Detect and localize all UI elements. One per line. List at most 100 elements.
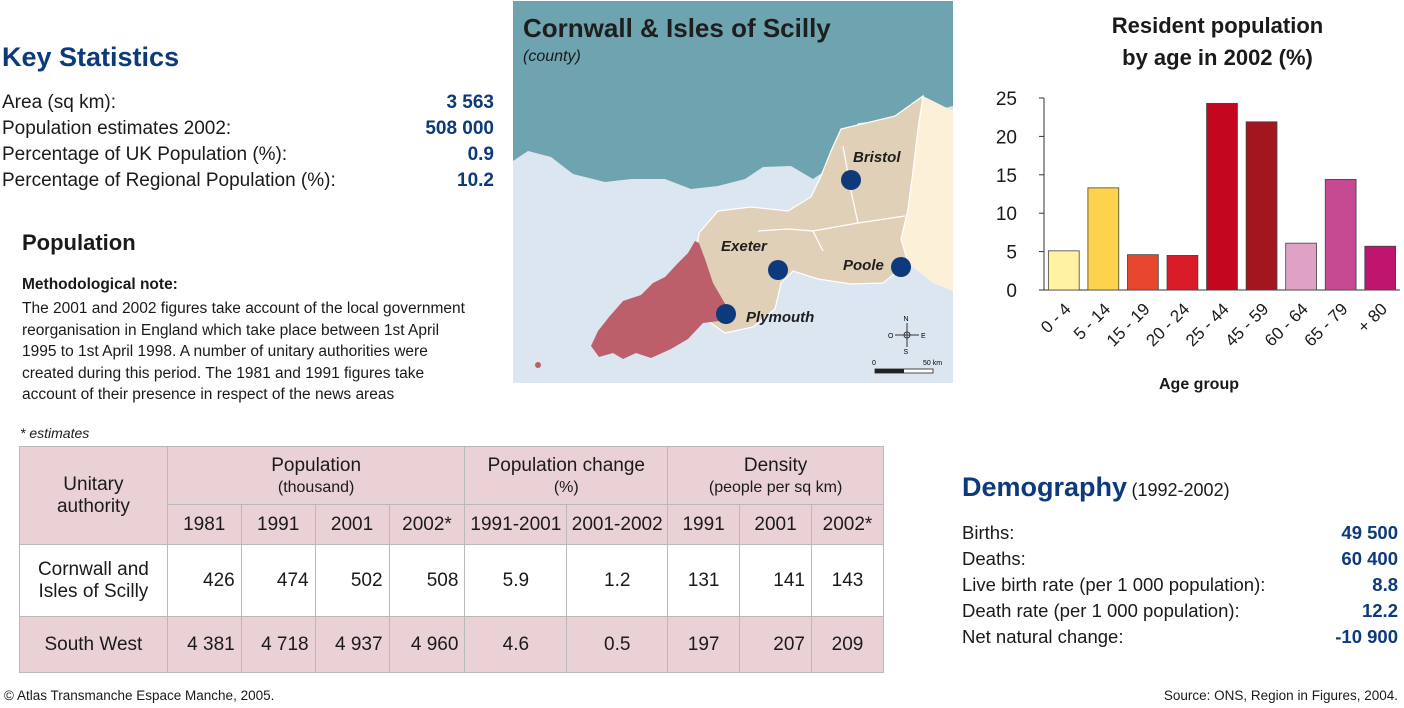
demography-period: (1992-2002) [1131,480,1230,500]
table-cell: 4 718 [240,616,316,673]
subheader-cell: 2002* [388,504,466,545]
table-cell: 4.6 [464,616,568,673]
x-tick-label: 15 - 19 [1103,299,1154,350]
bar [1364,245,1397,291]
y-tick-label: 25 [996,89,1017,110]
x-tick-label: 0 - 4 [1037,299,1074,336]
copyright-note: © Atlas Transmanche Espace Manche, 2005. [4,688,275,703]
methodological-note-text: The 2001 and 2002 figures take account o… [22,298,512,406]
bar [1324,179,1357,291]
demography-heading: Demography (1992-2002) [962,472,1230,503]
key-statistics-list: Area (sq km): 3 563 Population estimates… [2,90,494,194]
table-row: South West 4 381 4 718 4 937 4 960 4.6 0… [19,616,884,673]
stat-value: 60 400 [1341,548,1398,569]
map-graphic: N S E O 0 50 km [513,1,953,374]
x-tick-label: + 80 [1354,299,1391,336]
table-group-header-row: Unitary authority Population (thousand) … [19,446,884,545]
bar [1285,242,1317,291]
city-label-bristol: Bristol [853,149,901,166]
bar [1087,187,1120,291]
note-line: The 2001 and 2002 figures take account o… [22,300,465,317]
note-line: created during this period. The 1981 and… [22,364,425,382]
compass-e: E [921,333,926,340]
chart-title: Resident population by age in 2002 (%) [1030,10,1404,74]
map-title: Cornwall & Isles of Scilly [523,13,831,43]
cornwall-county [591,241,727,359]
subheader-cell: 2001 [314,504,390,545]
compass-n: N [904,316,909,323]
stat-row-area: Area (sq km): 3 563 [2,90,494,116]
population-change-group-header: Population change (%) [464,446,669,505]
key-statistics-title: Key Statistics [2,42,180,72]
stat-label: Death rate (per 1 000 population): [962,600,1240,621]
scale-start-label: 0 [872,360,876,367]
row-name-line: Cornwall and [37,558,149,580]
group-title: Population [271,454,362,476]
demography-row-death-rate: Death rate (per 1 000 population): 12.2 [962,598,1398,624]
subheader-cell: 1981 [166,504,242,545]
y-tick-label: 20 [996,127,1017,148]
table-cell: 474 [240,544,316,617]
stat-value: 0.9 [467,144,494,165]
isles-of-scilly [535,362,541,368]
stat-label: Percentage of Regional Population (%): [2,170,336,191]
stat-value: 508 000 [425,118,494,139]
demography-row-birth-rate: Live birth rate (per 1 000 population): … [962,572,1398,598]
x-axis-title: Age group [1159,376,1239,393]
note-line: reorganisation in England which take pla… [22,321,440,339]
x-tick-label: 60 - 64 [1261,299,1312,350]
table-cell: 141 [739,544,812,617]
bristol-marker [841,170,861,190]
chart-title-line: by age in 2002 (%) [1122,45,1313,70]
header-line: Unitary [63,473,124,495]
row-name-cell: South West [19,616,168,673]
y-tick-label: 15 [996,166,1017,187]
stat-label: Area (sq km): [2,92,117,113]
population-title: Population [22,230,136,255]
table-cell: 4 960 [388,616,466,673]
stat-label: Percentage of UK Population (%): [2,144,288,165]
estimates-note: * estimates [20,425,90,441]
x-tick-label: 25 - 44 [1182,299,1233,350]
city-label-exeter: Exeter [721,238,767,255]
stat-label: Live birth rate (per 1 000 population): [962,574,1266,595]
note-line: account of their presence in respect of … [22,386,395,404]
source-note: Source: ONS, Region in Figures, 2004. [1163,688,1398,703]
table-cell: 197 [667,616,741,673]
stat-label: Population estimates 2002: [2,118,232,139]
table-cell: 143 [811,544,884,617]
city-label-poole: Poole [843,257,884,274]
table-cell: 209 [811,616,884,673]
demography-row-net-change: Net natural change: -10 900 [962,624,1398,650]
density-group-header: Density (people per sq km) [667,446,884,505]
stat-label: Net natural change: [962,626,1124,647]
table-row: Cornwall and Isles of Scilly 426 474 502… [19,544,884,617]
table-cell: 131 [667,544,741,617]
compass-icon: N S E O [888,316,926,356]
table-cell: 0.5 [566,616,669,673]
row-name-cell: Cornwall and Isles of Scilly [19,544,168,617]
bar [1047,250,1080,291]
stat-value: 8.8 [1372,574,1398,595]
compass-s: S [904,349,909,356]
bar [1166,255,1199,291]
stat-value: 3 563 [446,92,494,113]
district-borders [757,145,906,252]
row-name-line: Isles of Scilly [38,580,149,602]
stat-value: 49 500 [1341,522,1398,543]
table-cell: 207 [739,616,812,673]
x-tick-label: 65 - 79 [1301,299,1352,350]
subheader-cell: 1991 [667,504,741,545]
population-group-header: Population (thousand) [166,446,466,505]
subheader-cell: 1991 [240,504,316,545]
demography-row-births: Births: 49 500 [962,520,1398,546]
table-cell: 1.2 [566,544,669,617]
stat-row-population: Population estimates 2002: 508 000 [2,116,494,142]
note-line: 1995 to 1st April 1998. A number of unit… [22,343,428,361]
group-title: Population change [487,454,645,476]
poole-marker [891,257,911,277]
methodological-note-heading: Methodological note: [22,276,178,293]
table-cell: 502 [314,544,390,617]
subheader-cell: 1991-2001 [464,504,568,545]
